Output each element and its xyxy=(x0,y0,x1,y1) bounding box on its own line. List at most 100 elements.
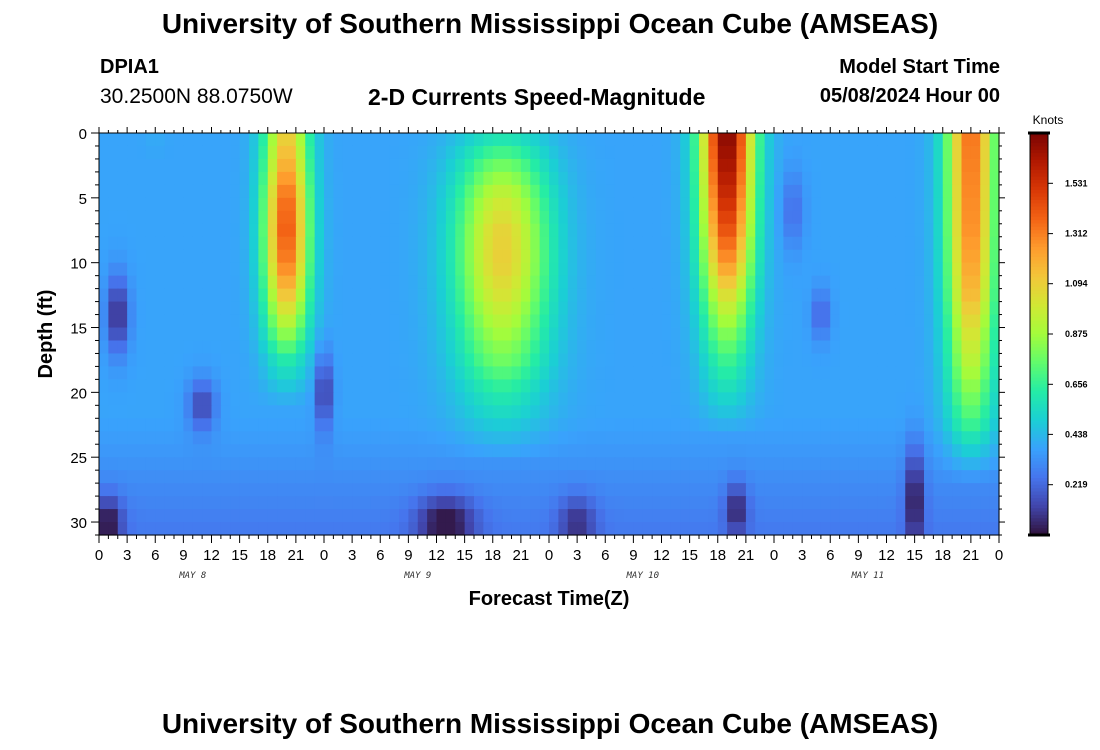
heatmap-cell xyxy=(755,236,766,251)
heatmap-cell xyxy=(727,418,738,432)
heatmap-cell xyxy=(361,197,372,212)
heatmap-cell xyxy=(755,509,766,523)
heatmap-cell xyxy=(914,133,925,147)
heatmap-cell xyxy=(652,522,663,536)
heatmap-cell xyxy=(530,210,541,225)
heatmap-cell xyxy=(633,223,644,238)
heatmap-cell xyxy=(699,133,709,147)
heatmap-cell xyxy=(727,496,738,510)
heatmap-cell xyxy=(239,327,250,342)
heatmap-cell xyxy=(117,431,128,445)
heatmap-cell xyxy=(258,197,269,212)
heatmap-cell xyxy=(258,288,269,303)
heatmap-cell xyxy=(211,158,222,173)
colorbar-segment xyxy=(1030,256,1048,261)
heatmap-cell xyxy=(642,509,653,523)
heatmap-cell xyxy=(867,236,878,251)
heatmap-cell xyxy=(127,158,138,173)
heatmap-cell xyxy=(933,418,944,432)
heatmap-cell xyxy=(483,249,494,264)
heatmap-cell xyxy=(605,340,616,355)
heatmap-cell xyxy=(717,366,728,380)
heatmap-cell xyxy=(839,327,850,342)
heatmap-cell xyxy=(511,314,522,329)
heatmap-cell xyxy=(520,431,531,445)
heatmap-cell xyxy=(220,249,231,264)
heatmap-cell xyxy=(558,522,569,536)
heatmap-cell xyxy=(577,496,588,510)
colorbar-segment xyxy=(1030,357,1048,362)
heatmap-cell xyxy=(914,522,925,536)
heatmap-cell xyxy=(220,379,231,393)
x-tick-label: 18 xyxy=(484,547,501,564)
heatmap-cell xyxy=(352,262,363,277)
heatmap-cell xyxy=(483,275,494,290)
heatmap-cell xyxy=(877,210,888,225)
heatmap-cell xyxy=(783,366,794,380)
heatmap-cell xyxy=(577,288,588,303)
heatmap-cell xyxy=(914,301,925,316)
colorbar-segment xyxy=(1030,226,1048,231)
heatmap-cell xyxy=(577,470,588,484)
heatmap-cell xyxy=(605,366,616,380)
heatmap-cell xyxy=(839,314,850,329)
heatmap-cell xyxy=(811,249,822,264)
heatmap-cell xyxy=(595,457,606,471)
heatmap-cell xyxy=(708,288,719,303)
heatmap-cell xyxy=(689,483,700,497)
heatmap-cell xyxy=(174,262,184,277)
heatmap-cell xyxy=(802,431,813,445)
heatmap-cell xyxy=(792,379,803,393)
heatmap-cell xyxy=(764,262,775,277)
heatmap-cell xyxy=(455,236,466,251)
heatmap-cell xyxy=(511,483,522,497)
heatmap-cell xyxy=(858,197,869,212)
heatmap-cell xyxy=(699,353,709,368)
heatmap-cell xyxy=(877,392,888,406)
heatmap-cell xyxy=(614,522,625,536)
heatmap-cell xyxy=(970,483,981,497)
colorbar-segment xyxy=(1030,360,1048,365)
heatmap-cell xyxy=(277,184,288,199)
colorbar-segment xyxy=(1030,220,1048,225)
heatmap-cell xyxy=(174,509,184,523)
heatmap-cell xyxy=(427,379,438,393)
heatmap-cell xyxy=(586,262,597,277)
heatmap-cell xyxy=(361,418,372,432)
heatmap-cell xyxy=(258,483,269,497)
heatmap-cell xyxy=(783,236,794,251)
heatmap-cell xyxy=(558,184,569,199)
heatmap-cell xyxy=(249,223,259,238)
heatmap-cell xyxy=(849,158,859,173)
heatmap-cell xyxy=(155,275,166,290)
heatmap-cell xyxy=(942,223,953,238)
heatmap-cell xyxy=(717,314,728,329)
heatmap-cell xyxy=(774,314,784,329)
heatmap-cell xyxy=(549,483,559,497)
heatmap-cell xyxy=(483,197,494,212)
heatmap-cell xyxy=(99,522,109,536)
heatmap-cell xyxy=(980,405,991,419)
heatmap-cell xyxy=(614,249,625,264)
heatmap-cell xyxy=(436,496,447,510)
heatmap-cell xyxy=(211,262,222,277)
heatmap-cell xyxy=(145,496,156,510)
heatmap-cell xyxy=(549,301,559,316)
heatmap-cell xyxy=(924,431,934,445)
heatmap-cell xyxy=(295,522,306,536)
heatmap-cell xyxy=(520,171,531,186)
heatmap-cell xyxy=(830,171,841,186)
heatmap-cell xyxy=(520,236,531,251)
heatmap-cell xyxy=(249,301,259,316)
heatmap-cell xyxy=(342,210,353,225)
heatmap-cell xyxy=(745,405,756,419)
heatmap-cell xyxy=(905,509,916,523)
heatmap-cell xyxy=(192,236,203,251)
heatmap-cell xyxy=(670,418,681,432)
heatmap-cell xyxy=(577,327,588,342)
heatmap-cell xyxy=(502,288,513,303)
heatmap-cell xyxy=(980,509,991,523)
heatmap-cell xyxy=(708,223,719,238)
heatmap-cell xyxy=(895,249,906,264)
heatmap-cell xyxy=(914,210,925,225)
